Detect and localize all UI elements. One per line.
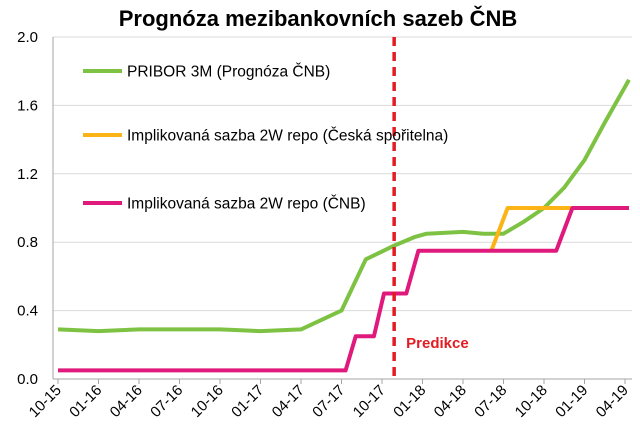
series-line (58, 206, 629, 373)
legend-label: Implikovaná sazba 2W repo (Česká spořite… (127, 128, 448, 145)
gridlines (53, 36, 632, 312)
x-tick-label: 07-18 (471, 382, 510, 421)
x-tick-label: 04-17 (269, 382, 308, 421)
y-tick-label: 0.0 (17, 371, 38, 388)
x-tick-label: 04-18 (431, 382, 470, 421)
x-tick-label: 04-19 (593, 382, 632, 421)
y-tick-label: 1.2 (17, 166, 38, 183)
x-tick-label: 10-17 (350, 382, 389, 421)
x-tick-label: 01-19 (552, 382, 591, 421)
x-tick-label: 01-18 (390, 382, 429, 421)
series-lines (57, 78, 631, 373)
x-tick-label: 01-17 (228, 382, 267, 421)
y-tick-label: 1.6 (17, 97, 38, 114)
x-tick-label: 10-16 (188, 382, 227, 421)
x-tick-label: 01-16 (66, 382, 105, 421)
x-tick-label: 04-16 (107, 382, 146, 421)
y-tick-label: 2.0 (17, 29, 38, 46)
x-tick-label: 07-17 (309, 382, 348, 421)
legend: PRIBOR 3M (Prognóza ČNB) Implikovaná sazb… (83, 64, 448, 213)
legend-label: Implikovaná sazba 2W repo (ČNB) (127, 196, 366, 213)
y-tick-label: 0.8 (17, 234, 38, 251)
x-tick-label: 07-16 (147, 382, 186, 421)
chart-title: Prognóza mezibankovních sazeb ČNB (119, 6, 518, 31)
y-tick-label: 0.4 (17, 303, 38, 320)
x-tick-label: 10-18 (512, 382, 551, 421)
prediction-label: Predikce (406, 335, 469, 352)
series-line (489, 206, 577, 252)
axes: 0.00.40.81.21.62.010-15 01-16 04-16 07-16 10… (17, 29, 632, 421)
legend-label: PRIBOR 3M (Prognóza ČNB) (127, 64, 330, 81)
series-line (57, 78, 631, 334)
prediction-annotation: Predikce (392, 37, 469, 379)
